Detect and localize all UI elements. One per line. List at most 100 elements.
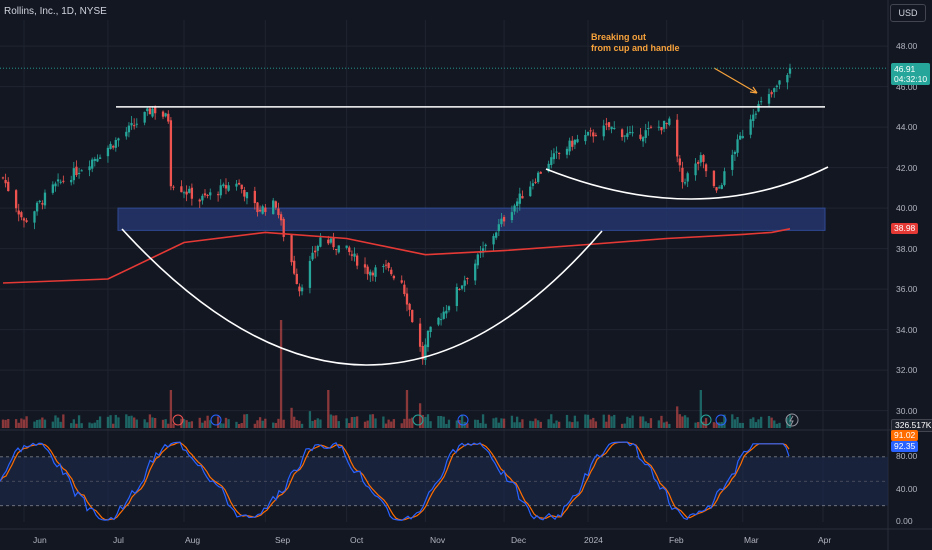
candle-body (775, 85, 779, 87)
candle-body (264, 207, 267, 213)
time-tick: Nov (430, 535, 446, 545)
volume-bar (537, 420, 540, 428)
volume-bar (356, 416, 359, 428)
handle-curve (545, 166, 829, 200)
volume-bar (586, 414, 590, 428)
volume-bar (610, 416, 613, 428)
volume-bar (573, 415, 577, 428)
candle-body (219, 185, 222, 196)
volume-bar (492, 418, 495, 428)
candle-body (169, 120, 173, 187)
volume-bar (290, 407, 293, 428)
volume-bar (243, 414, 246, 428)
volume-bar (757, 419, 760, 428)
volume-bar (109, 415, 112, 428)
volume-bar (245, 414, 249, 428)
candle-body (639, 134, 642, 139)
price-tick: 36.00 (896, 284, 918, 294)
volume-bar (329, 414, 333, 428)
candle-body (316, 245, 319, 251)
candle-body (529, 186, 532, 197)
candle-body (429, 326, 432, 333)
volume-bar (775, 423, 779, 428)
candle-body (308, 260, 312, 288)
candle-body (712, 170, 716, 187)
candle-body (237, 182, 241, 185)
volume-bar (56, 417, 60, 428)
currency-button[interactable]: USD (890, 4, 926, 22)
candle-body (258, 209, 262, 212)
candle-body (718, 187, 721, 189)
candle-body (133, 125, 136, 127)
event-marker-icon (700, 414, 712, 426)
volume-bar (237, 423, 241, 428)
volume-bar (767, 416, 771, 428)
volume-bar (759, 416, 763, 428)
candle-body (180, 186, 183, 193)
volume-bar (442, 416, 445, 428)
candle-body (327, 239, 330, 244)
volume-bar (439, 415, 443, 428)
volume-bar (222, 423, 225, 428)
volume-bar (390, 421, 393, 428)
candle-body (418, 323, 422, 347)
volume-bar (660, 415, 663, 428)
candle-body (300, 287, 304, 292)
volume-bar (639, 416, 642, 428)
volume-bar (686, 417, 689, 428)
volume-bar (647, 423, 650, 428)
candle-body (20, 212, 23, 218)
volume-bar (369, 414, 372, 428)
candle-body (98, 157, 102, 159)
volume-bar (41, 417, 44, 428)
volume-bar (484, 423, 487, 428)
volume-bar (151, 417, 154, 428)
candle-body (607, 122, 611, 128)
volume-bar (279, 320, 283, 428)
volume-bar (7, 419, 10, 428)
candle-body (256, 202, 259, 213)
volume-bar (382, 416, 385, 428)
volume-bar (649, 418, 653, 428)
volume-bar (400, 423, 403, 428)
candle-body (371, 272, 375, 276)
volume-bar (739, 422, 742, 428)
volume-bar (253, 423, 256, 428)
candle-body (752, 114, 755, 121)
volume-bar (683, 415, 687, 428)
candle-body (374, 267, 377, 277)
volume-bar (127, 416, 131, 428)
candle-body (311, 252, 314, 260)
volume-bar (93, 422, 96, 428)
candle-body (788, 68, 792, 74)
candle-body (403, 284, 406, 295)
volume-bar (337, 421, 340, 428)
lightning-glyph (789, 415, 794, 426)
volume-bar (668, 423, 671, 428)
volume-bar (479, 423, 482, 428)
candle-body (127, 125, 131, 133)
candle-body (447, 306, 451, 311)
volume-bar (308, 411, 312, 428)
candle-body (500, 218, 503, 225)
volume-bar (510, 415, 514, 428)
volume-bar (589, 419, 592, 428)
candle-body (203, 193, 207, 196)
candle-body (408, 303, 411, 310)
candle-body (518, 193, 521, 204)
candle-body (277, 208, 280, 216)
candle-body (421, 345, 424, 360)
ma-value-badge: 38.98 (891, 223, 919, 234)
candle-body (576, 139, 579, 143)
candle-body (1, 177, 5, 179)
candle-body (35, 202, 39, 212)
volume-bar (657, 420, 660, 428)
volume-bar (135, 419, 138, 428)
volume-bar (314, 419, 317, 428)
candle-body (495, 232, 498, 238)
candle-body (190, 187, 194, 199)
candle-body (43, 192, 47, 206)
volume-bar (626, 416, 629, 428)
volume-bar (227, 419, 230, 428)
